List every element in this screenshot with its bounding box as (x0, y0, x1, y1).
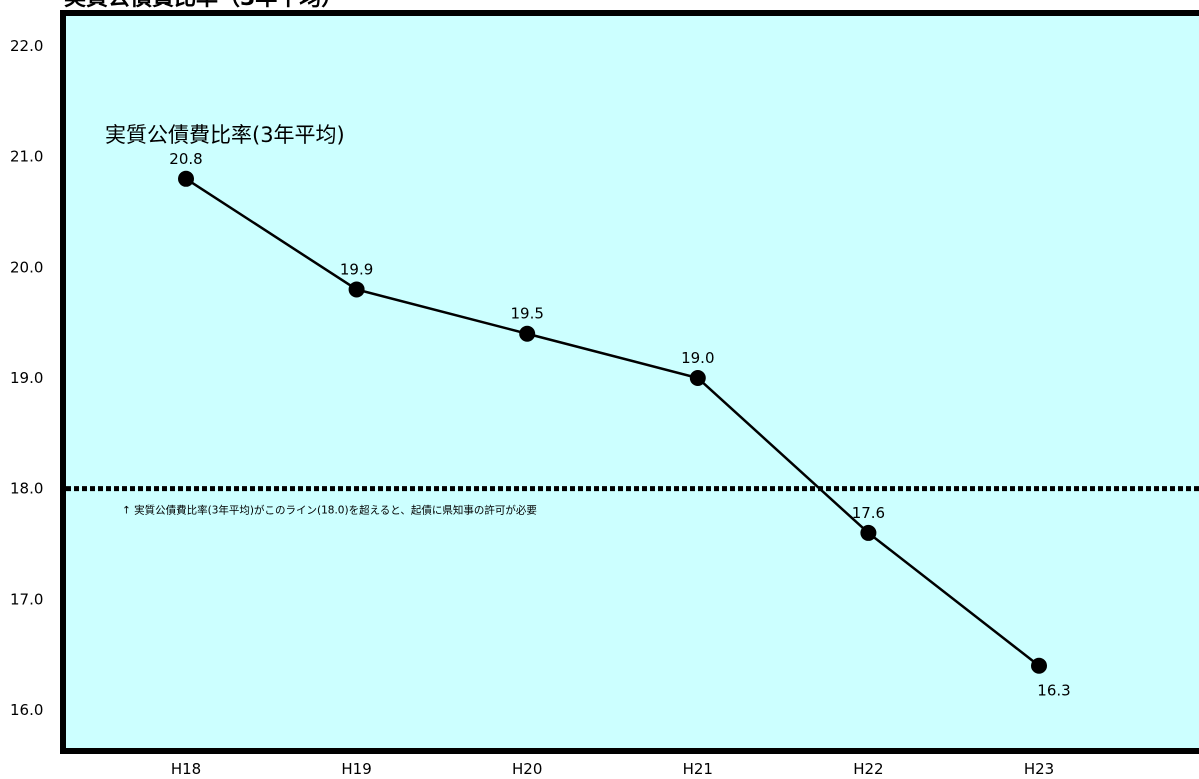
x-tick-label: H23 (1024, 760, 1054, 778)
data-point (860, 524, 877, 541)
chart-title: 実質公債費比率（3年平均） (64, 0, 343, 11)
data-label: 20.8 (169, 150, 202, 168)
data-point (1031, 657, 1047, 674)
data-point (689, 370, 706, 386)
y-tick-label: 20.0 (10, 258, 43, 276)
y-axis-ticks: 22.0 21.0 20.0 19.0 18.0 17.0 16.0 (10, 37, 43, 719)
data-point (178, 170, 194, 187)
data-label: 17.6 (852, 504, 885, 522)
data-label: 19.9 (340, 260, 373, 278)
data-label: 19.5 (510, 305, 543, 323)
series-line (185, 177, 1040, 667)
y-tick-label: 17.0 (10, 590, 43, 608)
series-name-label: 実質公債費比率(3年平均) (105, 123, 345, 147)
threshold-note: ↑ 実質公債費比率(3年平均)がこのライン(18.0)を超えると、起債に県知事の… (122, 504, 537, 517)
x-tick-label: H21 (683, 760, 713, 778)
data-labels: 20.8 19.9 19.5 19.0 17.6 16.3 (169, 150, 1070, 700)
plot-area (60, 10, 1199, 754)
data-point (519, 325, 536, 342)
y-tick-label: 22.0 (10, 37, 43, 55)
y-tick-label: 16.0 (10, 701, 43, 719)
x-tick-label: H22 (853, 760, 883, 778)
data-label: 16.3 (1037, 682, 1070, 700)
y-tick-label: 21.0 (10, 148, 43, 166)
x-tick-label: H19 (341, 760, 371, 778)
y-tick-label: 19.0 (10, 369, 43, 387)
data-points (178, 170, 1047, 674)
y-tick-label: 18.0 (10, 480, 43, 498)
x-tick-label: H20 (512, 760, 542, 778)
x-tick-label: H18 (171, 760, 201, 778)
data-label: 19.0 (681, 349, 714, 367)
x-axis-ticks: H18 H19 H20 H21 H22 H23 (171, 760, 1054, 778)
data-point (348, 281, 365, 298)
